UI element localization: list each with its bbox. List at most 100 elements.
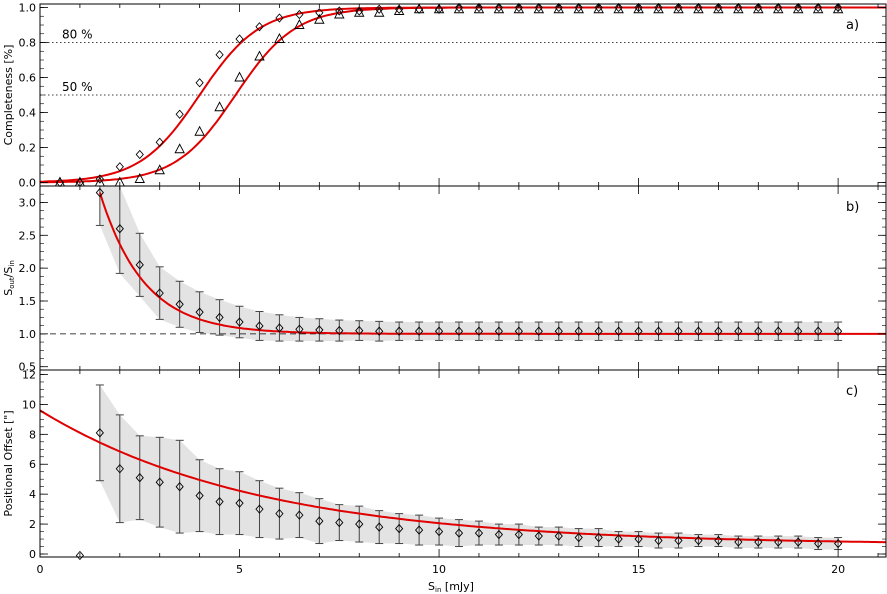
data-point-diamond (275, 13, 284, 23)
data-point-triangle (154, 164, 165, 175)
error-band (99, 385, 839, 550)
data-point-triangle (513, 3, 525, 14)
data-point-diamond (375, 4, 384, 14)
data-point-diamond (614, 534, 623, 544)
data-point-triangle (234, 71, 245, 82)
y-axis-label: Completeness [%] (2, 45, 15, 146)
reference-line-label: 50 % (62, 80, 93, 94)
y-tick-label: 1.0 (19, 2, 37, 15)
x-tick-label: 10 (432, 563, 446, 576)
data-point-diamond (634, 534, 643, 544)
data-point-diamond (295, 9, 304, 20)
data-point-triangle (433, 3, 445, 14)
data-point-diamond (754, 2, 763, 13)
data-point-diamond (315, 325, 324, 335)
data-point-triangle (573, 3, 584, 14)
data-point-triangle (393, 5, 405, 15)
y-tick-label: 0 (29, 548, 36, 561)
data-point-diamond (375, 326, 384, 336)
data-point-diamond (754, 326, 763, 336)
data-point-diamond (494, 529, 504, 540)
data-point-diamond (734, 537, 743, 547)
y-tick-label: 0.2 (19, 142, 37, 155)
data-point-diamond (554, 531, 563, 541)
y-tick-label: 0.5 (19, 361, 37, 374)
data-point-triangle (753, 3, 764, 14)
data-point-diamond (434, 526, 444, 537)
data-point-triangle (733, 3, 744, 14)
data-point-triangle (673, 3, 684, 14)
y-tick-label: 0.6 (19, 72, 37, 85)
data-point-diamond (594, 2, 603, 13)
data-point-diamond (195, 307, 204, 317)
data-point-triangle (832, 3, 844, 14)
data-point-diamond (415, 525, 424, 535)
y-tick-label: 6 (29, 458, 36, 471)
data-point-diamond (155, 137, 164, 147)
data-point-diamond (474, 2, 484, 13)
data-point-triangle (792, 3, 804, 14)
data-point-diamond (454, 528, 464, 538)
y-tick-label: 1.0 (19, 328, 37, 341)
data-point-triangle (373, 6, 385, 17)
data-point-diamond (474, 528, 484, 538)
data-point-diamond (135, 473, 144, 483)
data-point-diamond (335, 325, 344, 336)
data-point-diamond (734, 326, 743, 336)
data-point-diamond (255, 321, 264, 331)
data-point-triangle (353, 6, 365, 17)
data-point-diamond (654, 2, 663, 13)
data-point-diamond (834, 538, 843, 549)
data-point-triangle (713, 3, 724, 14)
data-point-triangle (134, 173, 146, 183)
data-point-diamond (654, 326, 663, 336)
data-point-triangle (553, 3, 565, 14)
data-point-diamond (514, 326, 523, 336)
y-tick-label: 2.5 (19, 229, 37, 242)
panel-tag: a) (846, 18, 859, 33)
data-point-diamond (315, 8, 324, 18)
data-point-diamond (235, 317, 244, 327)
data-point-diamond (574, 326, 583, 336)
x-axis-label: Sin [mJy] (428, 580, 474, 594)
data-point-diamond (395, 523, 404, 534)
data-point-diamond (335, 6, 344, 16)
data-point-diamond (694, 535, 703, 546)
data-point-diamond (115, 224, 124, 234)
plot-frame (39, 3, 887, 187)
data-point-diamond (734, 2, 743, 13)
error-band (99, 186, 839, 342)
data-point-diamond (814, 326, 823, 336)
data-point-triangle (334, 8, 345, 19)
data-point-triangle (493, 3, 505, 14)
data-point-triangle (773, 3, 784, 14)
data-point-diamond (215, 50, 224, 60)
data-point-triangle (453, 3, 465, 14)
data-point-diamond (814, 538, 823, 549)
fit-curve (39, 6, 886, 183)
data-point-diamond (554, 326, 563, 336)
y-tick-label: 2.0 (19, 262, 37, 275)
data-point-diamond (195, 78, 204, 88)
data-point-diamond (454, 2, 464, 13)
data-point-diamond (674, 2, 683, 13)
data-point-diamond (774, 326, 783, 336)
data-point-triangle (633, 3, 644, 14)
plot-frame (39, 369, 887, 558)
data-point-diamond (175, 299, 184, 309)
data-point-diamond (415, 326, 424, 336)
data-point-diamond (574, 532, 583, 543)
data-point-diamond (534, 531, 543, 541)
data-point-diamond (215, 496, 224, 507)
data-point-diamond (395, 326, 404, 336)
data-point-diamond (694, 326, 703, 336)
data-point-diamond (135, 149, 144, 160)
data-point-diamond (834, 326, 843, 336)
y-tick-label: 10 (22, 398, 36, 411)
y-tick-label: 0.4 (19, 107, 37, 120)
y-axis-label: Positional Offset ["] (2, 410, 15, 516)
data-point-diamond (714, 326, 723, 336)
data-point-diamond (275, 323, 284, 333)
data-point-diamond (794, 537, 803, 547)
data-point-diamond (634, 326, 643, 336)
